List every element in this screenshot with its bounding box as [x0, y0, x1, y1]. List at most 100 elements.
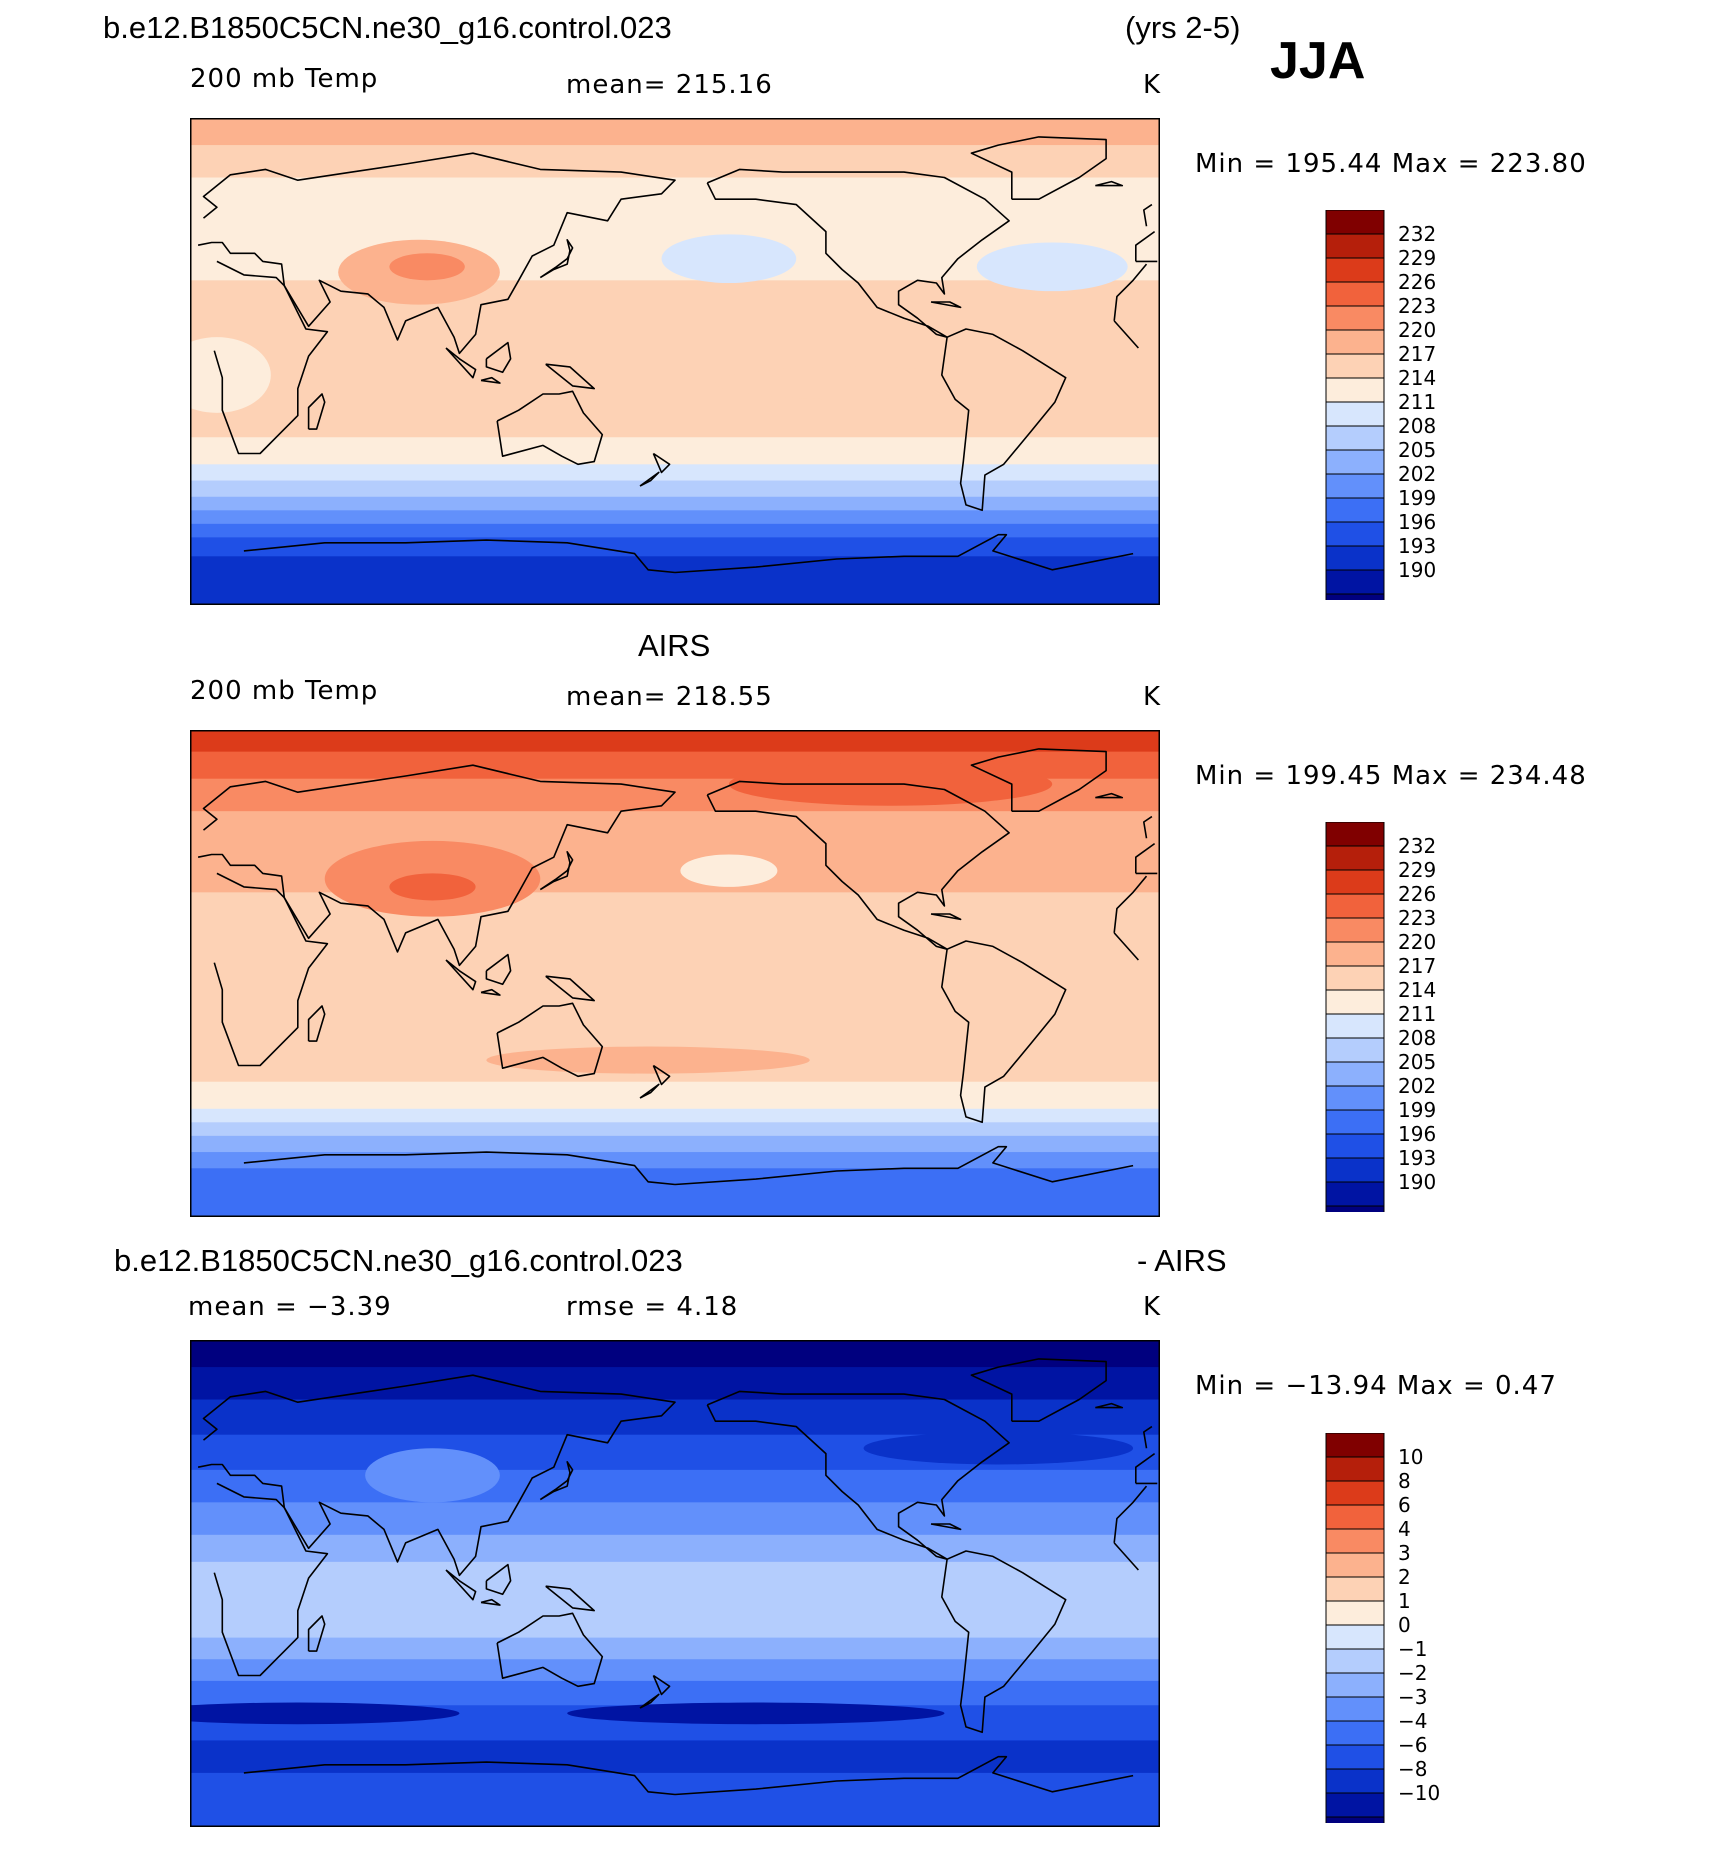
coastlines: [197, 136, 1158, 574]
field-features: [190, 234, 1128, 413]
contour-feature: [190, 337, 271, 413]
coastline: [970, 136, 1107, 200]
coastline: [485, 953, 512, 986]
contour-band: [190, 320, 1160, 363]
contour-band: [190, 145, 1160, 179]
panel2-mean: mean= 218.55: [566, 682, 773, 712]
panel2-units: K: [1143, 682, 1162, 712]
colorbar-swatch: [1325, 1672, 1385, 1698]
colorbar-swatch: [1325, 917, 1385, 943]
colorbar-label: 6: [1398, 1493, 1411, 1517]
contour-band: [190, 1680, 1160, 1707]
contour-band: [190, 1610, 1160, 1639]
contour-band: [190, 496, 1160, 512]
coastline: [197, 764, 1158, 967]
contour-band: [190, 1340, 1160, 1369]
contour-feature: [680, 854, 778, 887]
case-title: b.e12.B1850C5CN.ne30_g16.control.023: [103, 10, 672, 45]
coastline: [639, 1693, 660, 1709]
contour-feature: [567, 1702, 945, 1725]
coastline: [930, 301, 962, 309]
contour-band: [190, 973, 1160, 1029]
coastline: [496, 1612, 604, 1688]
coastline: [970, 748, 1107, 812]
coastline: [197, 152, 1158, 355]
colorbar-swatch: [1325, 1205, 1385, 1212]
colorbar-swatch: [1325, 593, 1385, 600]
coastline: [307, 393, 326, 430]
coastline: [941, 1550, 1067, 1734]
colorbar-swatch: [1325, 1433, 1385, 1458]
colorbar-label: 208: [1398, 414, 1436, 438]
panel1-mean: mean= 215.16: [566, 70, 773, 100]
coastline: [307, 1005, 326, 1042]
colorbar-label: 193: [1398, 1146, 1436, 1170]
panel3-range: Min = −13.94 Max = 0.47: [1195, 1371, 1557, 1401]
coastline: [445, 959, 477, 991]
coastline: [496, 390, 604, 466]
coastlines: [197, 748, 1158, 1186]
contour-band: [190, 1135, 1160, 1154]
contour-band: [190, 1561, 1160, 1612]
field-features: [190, 1431, 1134, 1725]
colorbar-label: 4: [1398, 1517, 1411, 1541]
colorbar-label: 10: [1398, 1445, 1423, 1469]
coastlines: [197, 1358, 1158, 1796]
coastline: [539, 239, 574, 279]
map-frame: [190, 118, 1160, 605]
contour-band: [190, 523, 1160, 539]
coastline: [307, 1615, 326, 1652]
panel1-variable: 200 mb Temp: [190, 64, 379, 94]
colorbar-label: −3: [1398, 1685, 1427, 1709]
colorbar-label: −10: [1398, 1781, 1440, 1805]
coastline: [539, 1461, 574, 1501]
contour-band: [190, 437, 1160, 466]
colorbar-swatch: [1325, 1600, 1385, 1626]
panel2-range: Min = 199.45 Max = 234.48: [1195, 761, 1587, 791]
colorbar-label: 211: [1398, 1002, 1436, 1026]
colorbar-swatch: [1325, 1816, 1385, 1823]
colorbar-swatch: [1325, 1013, 1385, 1039]
contour-band: [190, 1502, 1160, 1536]
coastline: [243, 1755, 1134, 1796]
coastline: [970, 1358, 1107, 1422]
colorbar-label: −1: [1398, 1637, 1427, 1661]
contour-feature: [715, 366, 985, 400]
coastline: [213, 872, 1148, 1067]
colorbar-swatch: [1325, 845, 1385, 871]
colorbar-label: 199: [1398, 1098, 1436, 1122]
panel3-title-suffix: - AIRS: [1137, 1243, 1227, 1278]
colorbar-label: 190: [1398, 1170, 1436, 1194]
colorbar-label: 1: [1398, 1589, 1411, 1613]
colorbar-label: 205: [1398, 438, 1436, 462]
contour-band: [190, 1469, 1160, 1504]
colorbar-swatch: [1325, 1648, 1385, 1674]
contour-band: [190, 480, 1160, 498]
colorbar-swatch: [1325, 497, 1385, 523]
contour-band: [190, 177, 1160, 214]
panel1-range: Min = 195.44 Max = 223.80: [1195, 149, 1587, 179]
colorbar-swatch: [1325, 1085, 1385, 1111]
coastline: [941, 940, 1067, 1124]
coastline: [545, 1585, 595, 1612]
colorbar-label: 214: [1398, 978, 1436, 1002]
coastline: [706, 1390, 1010, 1560]
colorbar-swatch: [1325, 233, 1385, 259]
contour-feature: [486, 1046, 810, 1074]
colorbar-label: −4: [1398, 1709, 1427, 1733]
colorbar-swatch: [1325, 305, 1385, 331]
colorbar-swatch: [1325, 1528, 1385, 1554]
colorbar-swatch: [1325, 281, 1385, 307]
colorbar-label: 2: [1398, 1565, 1411, 1589]
contour-feature: [976, 242, 1128, 292]
colorbar-swatch: [1325, 425, 1385, 451]
contour-band: [190, 730, 1160, 753]
coastline: [545, 975, 595, 1002]
colorbar-label: 8: [1398, 1469, 1411, 1493]
colorbar-swatch: [1325, 1624, 1385, 1650]
colorbar-swatch: [1325, 941, 1385, 967]
colorbar-label: 196: [1398, 1122, 1436, 1146]
coastline: [197, 1374, 1158, 1577]
colorbar-label: 202: [1398, 1074, 1436, 1098]
